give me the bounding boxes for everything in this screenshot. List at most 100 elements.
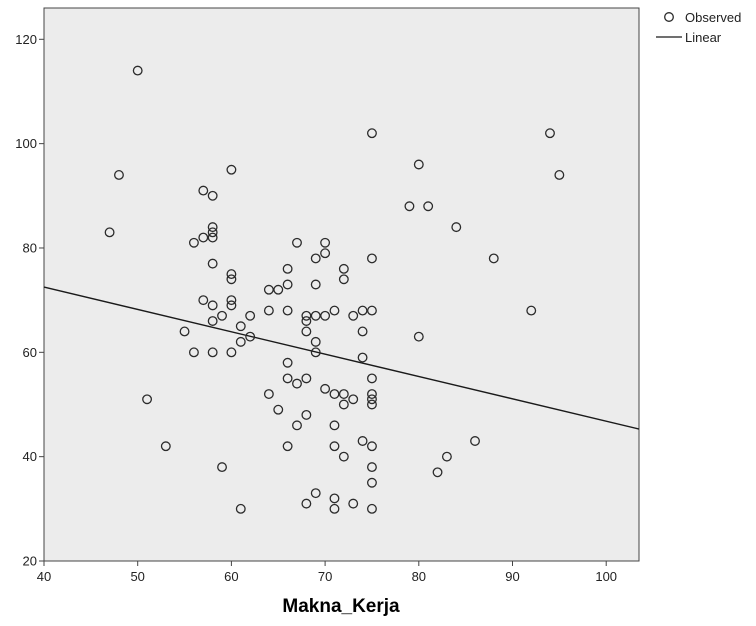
data-point <box>226 300 237 311</box>
data-point <box>292 237 302 248</box>
observed-points <box>104 65 565 514</box>
y-tick-label: 20 <box>23 554 37 569</box>
data-point <box>320 310 331 321</box>
data-point <box>310 488 321 499</box>
data-point <box>273 284 284 295</box>
data-point <box>292 378 302 389</box>
data-point <box>338 389 349 400</box>
data-point <box>235 336 246 347</box>
data-point <box>207 232 218 243</box>
data-point <box>367 399 377 410</box>
linear-fit <box>43 286 640 430</box>
data-point <box>226 269 237 280</box>
data-point <box>226 295 237 306</box>
data-point <box>217 462 227 473</box>
data-point <box>207 227 218 238</box>
data-point <box>301 310 312 321</box>
data-point <box>367 305 377 316</box>
data-point <box>198 185 209 196</box>
data-point <box>226 347 237 358</box>
data-point <box>104 227 115 238</box>
legend-linear-label: Linear <box>685 30 722 45</box>
legend: Observed Linear <box>656 10 741 45</box>
y-tick-label: 60 <box>23 345 37 360</box>
data-point <box>207 258 218 269</box>
data-point <box>338 274 349 285</box>
data-point <box>357 352 368 363</box>
data-point <box>329 441 340 452</box>
data-point <box>292 420 302 431</box>
data-point <box>310 310 321 321</box>
data-point <box>235 321 246 332</box>
data-point <box>188 237 199 248</box>
x-tick-label: 50 <box>130 569 144 584</box>
data-point <box>348 498 359 509</box>
data-point <box>226 164 237 175</box>
plot-area <box>43 7 640 562</box>
data-point <box>114 169 124 180</box>
x-tick-label: 90 <box>505 569 519 584</box>
data-point <box>329 493 340 504</box>
data-point <box>282 305 293 316</box>
data-point <box>338 399 349 410</box>
data-point <box>367 477 377 488</box>
data-point <box>263 284 274 295</box>
data-point <box>310 336 321 347</box>
data-point <box>357 436 368 446</box>
data-point <box>207 222 218 233</box>
data-point <box>367 441 377 452</box>
data-point <box>273 404 284 415</box>
y-tick-label: 80 <box>23 240 37 255</box>
data-point <box>132 65 143 76</box>
data-point <box>329 389 340 400</box>
data-point <box>526 305 537 316</box>
data-point <box>282 357 293 368</box>
data-point <box>282 263 293 274</box>
data-point <box>310 347 321 358</box>
data-point <box>329 305 340 316</box>
data-point <box>207 316 218 326</box>
fit-line <box>43 286 640 430</box>
data-point <box>367 128 377 139</box>
data-point <box>282 279 293 290</box>
legend-observed-label: Observed <box>685 10 741 25</box>
data-point <box>367 253 377 264</box>
data-point <box>301 316 312 326</box>
data-point <box>207 190 218 201</box>
y-tick-label: 120 <box>15 32 37 47</box>
data-point <box>413 331 424 342</box>
data-point <box>301 326 312 337</box>
data-point <box>404 201 415 212</box>
data-point <box>263 389 274 400</box>
data-point <box>301 409 312 420</box>
data-point <box>367 503 377 514</box>
data-point <box>329 503 340 514</box>
data-point <box>198 295 209 306</box>
data-point <box>320 248 331 259</box>
y-tick-label: 100 <box>15 136 37 151</box>
data-point <box>357 305 368 316</box>
data-point <box>545 128 555 139</box>
data-point <box>413 159 424 170</box>
data-point <box>338 263 349 274</box>
x-tick-label: 100 <box>595 569 617 584</box>
x-axis: 40 50 60 70 80 90 100 <box>37 561 617 584</box>
x-tick-label: 80 <box>412 569 426 584</box>
data-point <box>432 467 443 478</box>
data-point <box>245 331 256 342</box>
x-axis-title: Makna_Kerja <box>282 596 400 617</box>
data-point <box>367 394 377 405</box>
data-point <box>310 279 321 290</box>
x-tick-label: 40 <box>37 569 51 584</box>
data-point <box>310 253 321 264</box>
data-point <box>282 441 293 452</box>
data-point <box>338 451 349 462</box>
data-point <box>198 232 209 243</box>
data-point <box>263 305 274 316</box>
data-point <box>301 498 312 509</box>
data-point <box>160 441 171 452</box>
data-point <box>207 347 218 358</box>
x-tick-label: 60 <box>224 569 238 584</box>
data-point <box>207 300 218 311</box>
